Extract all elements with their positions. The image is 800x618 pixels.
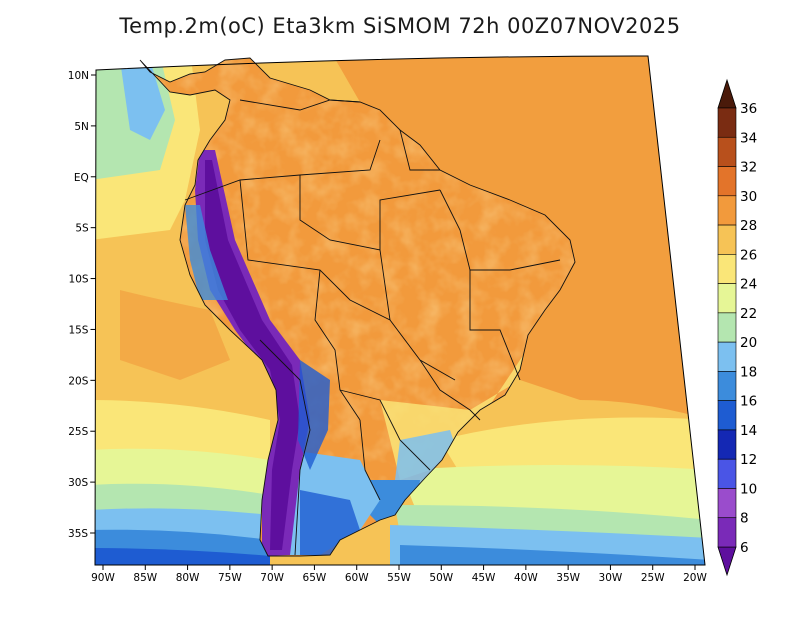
colorbar-swatch (717, 458, 737, 489)
colorbar-label: 30 (740, 189, 757, 205)
colorbar-label: 18 (740, 364, 757, 380)
colorbar-label: 26 (740, 247, 757, 263)
colorbar-swatch (717, 429, 737, 460)
map-title: Temp.2m(oC) Eta3km SiSMOM 72h 00Z07NOV20… (119, 14, 681, 38)
lat-tick-label: 15S (68, 324, 88, 336)
lon-tick-label: 90W (91, 572, 115, 584)
colorbar-swatch (717, 107, 737, 138)
lon-tick-label: 55W (387, 572, 411, 584)
colorbar-swatch (717, 283, 737, 314)
colorbar-label: 32 (740, 160, 757, 176)
colorbar-swatch (717, 312, 737, 343)
colorbar-label: 28 (740, 218, 757, 234)
lon-tick-label: 30W (599, 572, 623, 584)
lat-tick-label: 5N (74, 121, 89, 133)
lat-tick-label: 25S (68, 426, 88, 438)
colorbar-label: 36 (740, 101, 757, 117)
lat-tick-label: 10S (69, 274, 89, 286)
colorbar-extend-max (717, 78, 737, 109)
lon-tick-label: 50W (429, 572, 453, 584)
lon-tick-label: 85W (133, 572, 157, 584)
colorbar-swatch (717, 400, 737, 431)
lat-tick-label: 5S (75, 223, 89, 235)
lat-tick-label: 10N (68, 70, 89, 82)
colorbar-label: 16 (740, 394, 757, 410)
lon-tick-label: 35W (556, 572, 580, 584)
colorbar-swatch (717, 224, 737, 255)
lon-tick-label: 45W (472, 572, 496, 584)
colorbar-swatch (717, 341, 737, 372)
lat-tick-label: EQ (74, 172, 89, 184)
lon-tick-label: 70W (260, 572, 284, 584)
lon-tick-label: 80W (176, 572, 200, 584)
latitude-axis: 10N 5N EQ 5S 10S 15S 20S 25S 30S 35S (68, 70, 96, 540)
map-frame (94, 55, 706, 566)
political-borders (139, 57, 576, 557)
longitude-axis: 90W 85W 80W 75W 70W 65W 60W 55W 50W 45W 40W 35W 30W 2… (91, 565, 707, 584)
colorbar-swatch (717, 517, 737, 548)
colorbar-swatch (717, 136, 737, 167)
colorbar-swatch (717, 488, 737, 519)
lon-tick-label: 20W (683, 572, 707, 584)
lat-tick-label: 30S (68, 477, 88, 489)
colorbar-swatch (717, 254, 737, 284)
lat-tick-label: 20S (68, 375, 88, 387)
lon-tick-label: 75W (218, 572, 242, 584)
colorbar-label: 8 (740, 511, 749, 527)
colorbar-label: 10 (740, 481, 757, 497)
colorbar: 6 8 10 12 14 16 18 20 22 24 26 28 30 32 34 36 (717, 78, 757, 577)
colorbar-swatch (717, 371, 737, 401)
colorbar-label: 22 (740, 306, 757, 322)
colorbar-label: 20 (740, 335, 757, 351)
lon-tick-label: 65W (303, 572, 327, 584)
lon-tick-label: 60W (345, 572, 369, 584)
colorbar-extend-min (717, 546, 737, 577)
colorbar-label: 14 (740, 423, 757, 439)
colorbar-swatch (717, 195, 737, 226)
lon-tick-label: 40W (514, 572, 538, 584)
colorbar-swatch (717, 166, 737, 197)
colorbar-label: 6 (740, 540, 749, 556)
colorbar-label: 24 (740, 277, 757, 293)
colorbar-label: 34 (740, 130, 757, 146)
lon-tick-label: 25W (641, 572, 665, 584)
colorbar-label: 12 (740, 452, 757, 468)
lat-tick-label: 35S (68, 528, 88, 540)
